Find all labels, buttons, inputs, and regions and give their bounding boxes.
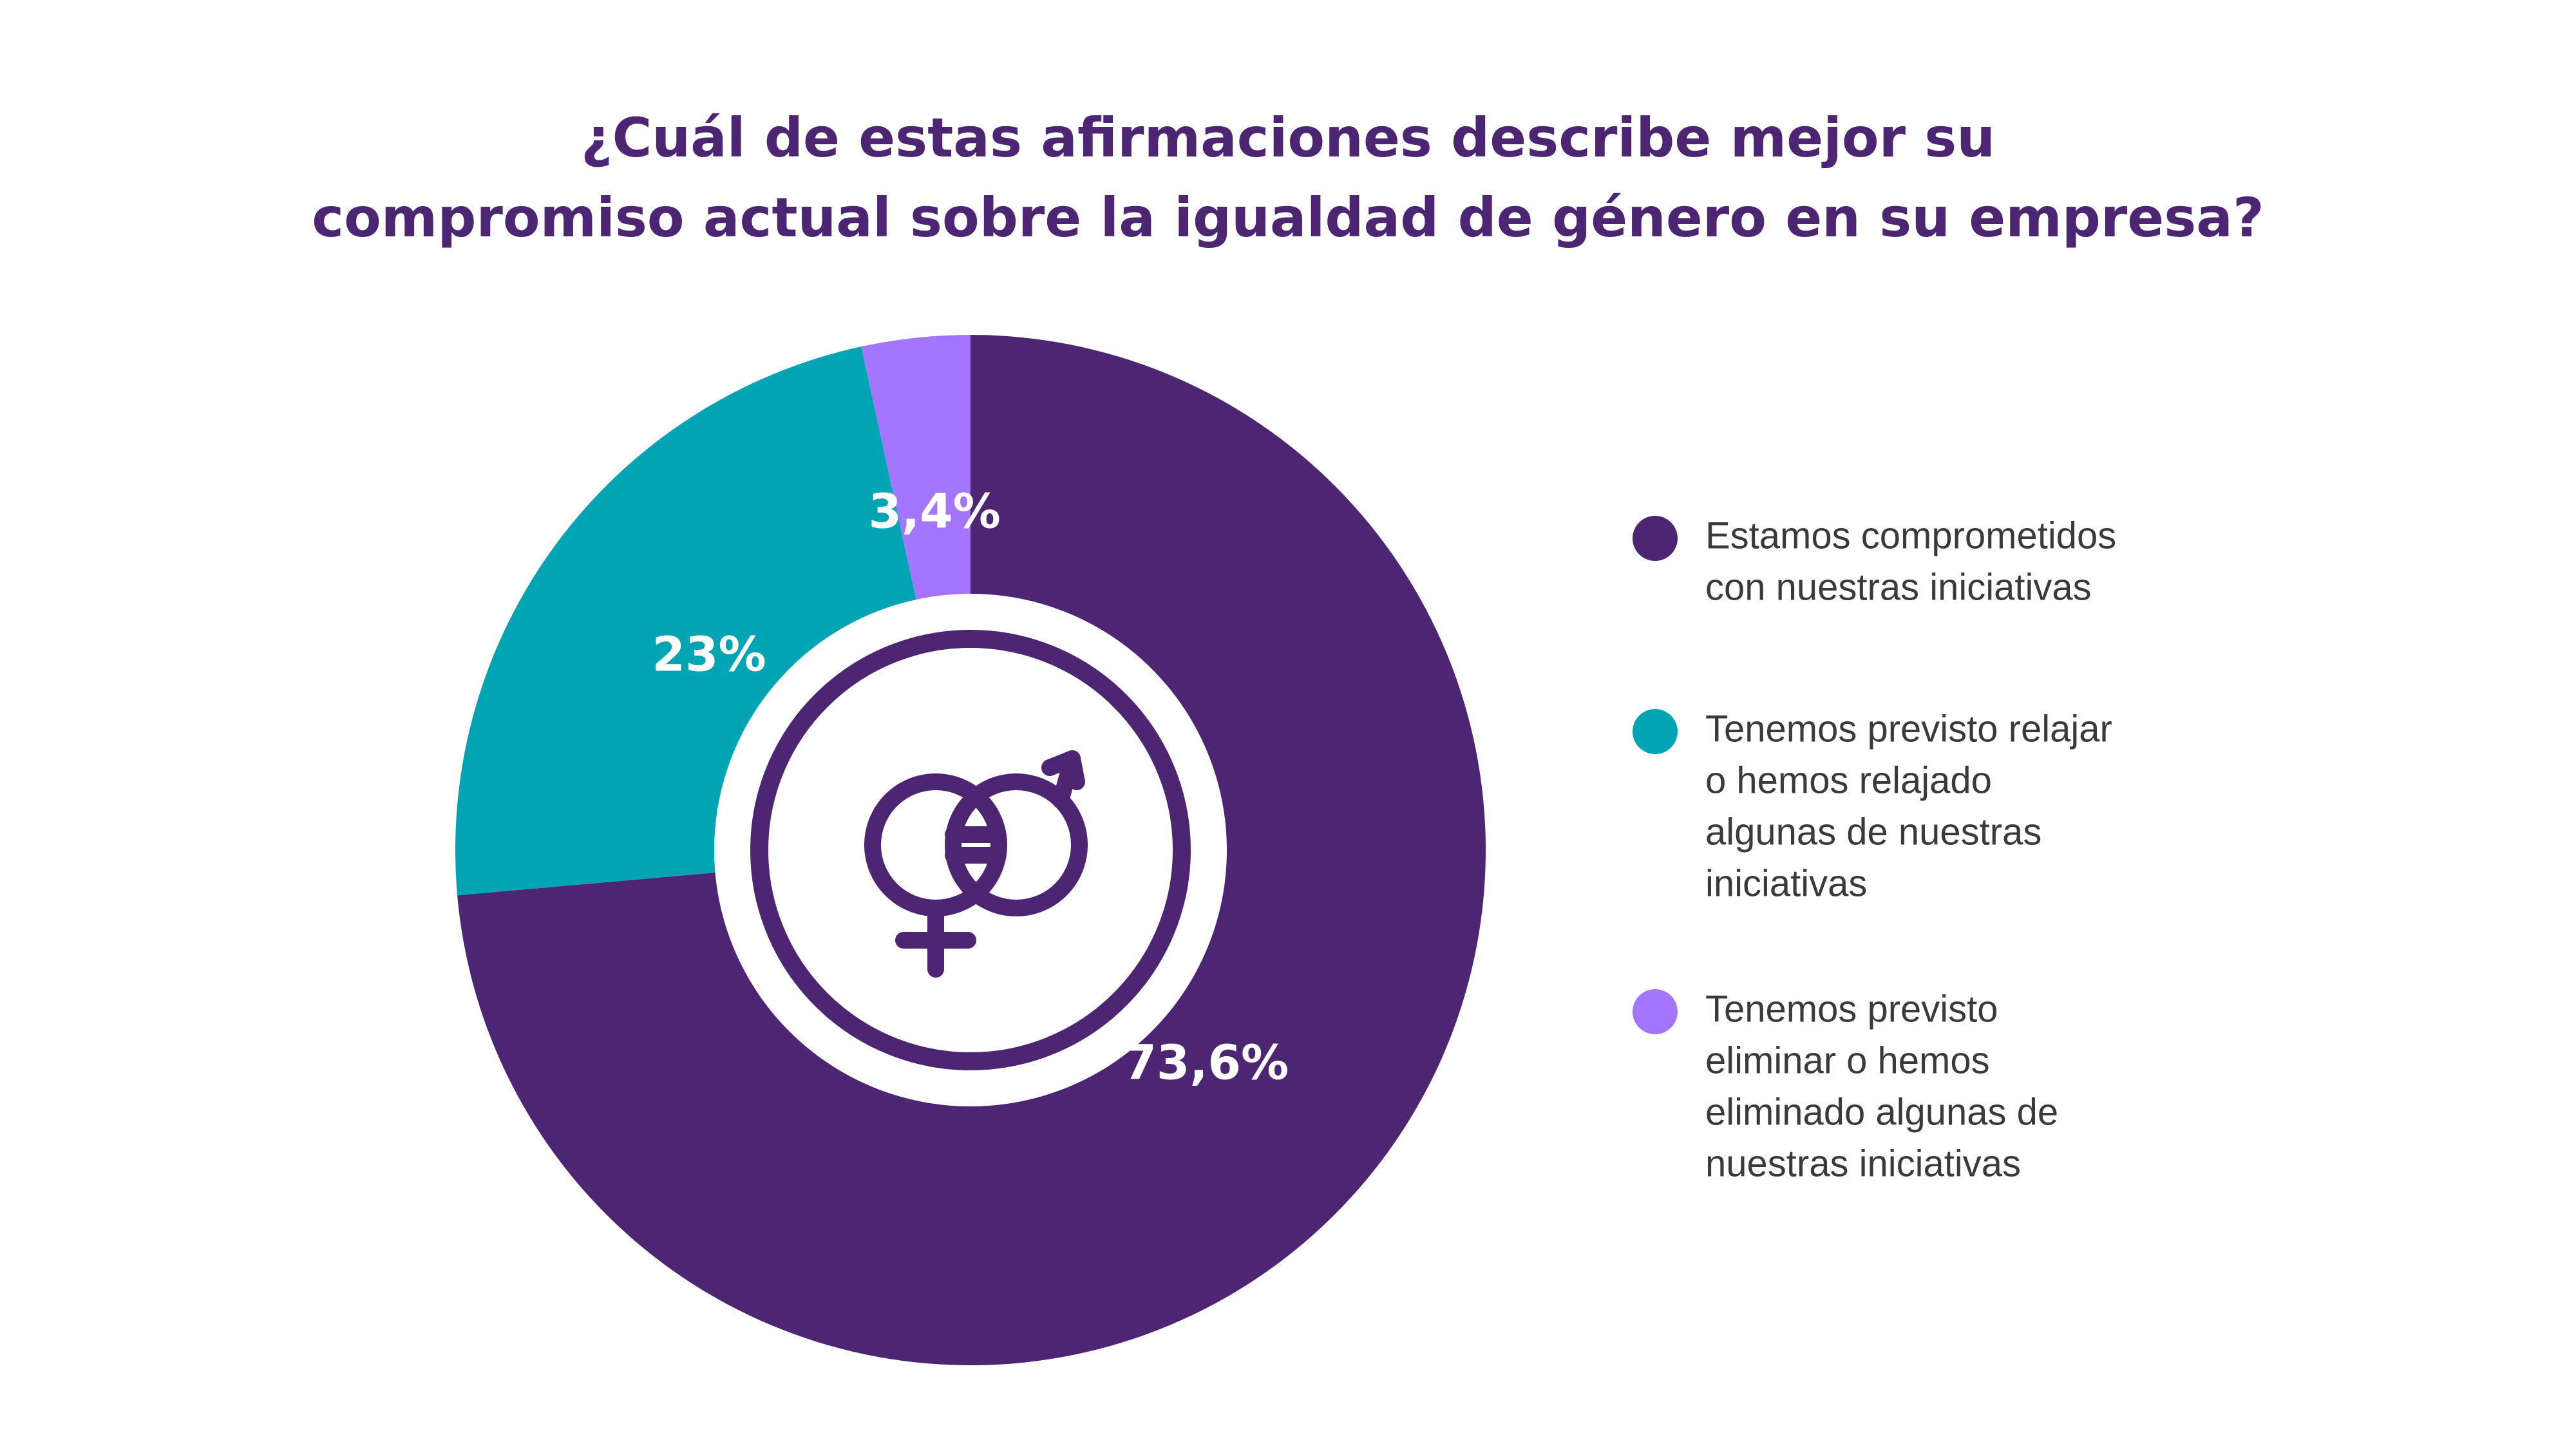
legend-item-3: Tenemos previsto eliminar o hemos eliminad…: [1633, 988, 2058, 1184]
legend-label-2-line-4: iniciativas: [1705, 862, 1867, 904]
legend-swatch-2: [1633, 709, 1678, 754]
legend-label-3-line-1: Tenemos previsto: [1705, 988, 1998, 1030]
legend-label-2-line-1: Tenemos previsto relajar: [1705, 708, 2112, 750]
legend-label-2-line-3: algunas de nuestras: [1705, 811, 2041, 853]
legend-item-1: Estamos comprometidos con nuestras inicia…: [1633, 515, 2116, 608]
legend: Estamos comprometidos con nuestras inicia…: [1633, 515, 2116, 1184]
legend-swatch-1: [1633, 516, 1678, 561]
gender-equality-icon: [864, 750, 1088, 978]
chart-title-line-2: compromiso actual sobre la igualdad de g…: [312, 186, 2264, 249]
center-ring: [750, 630, 1191, 1070]
legend-label-2-line-2: o hemos relajado: [1705, 759, 1992, 801]
legend-item-2: Tenemos previsto relajar o hemos relajado…: [1633, 708, 2112, 904]
legend-label-3-line-3: eliminado algunas de: [1705, 1091, 2058, 1133]
slice-label-1: 73,6%: [1123, 1035, 1289, 1090]
legend-label-3-line-4: nuestras iniciativas: [1705, 1142, 2021, 1184]
slice-label-3: 3,4%: [869, 484, 1001, 539]
slice-labels-layer: 73,6% 23% 3,4%: [652, 484, 1289, 1090]
legend-swatch-3: [1633, 989, 1678, 1034]
legend-label-3-line-2: eliminar o hemos: [1705, 1039, 1990, 1081]
legend-label-1-line-1: Estamos comprometidos: [1705, 515, 2116, 556]
chart-title-line-1: ¿Cuál de estas afirmaciones describe mej…: [580, 106, 1996, 169]
legend-label-1-line-2: con nuestras iniciativas: [1705, 566, 2092, 608]
slice-label-2: 23%: [652, 627, 766, 683]
